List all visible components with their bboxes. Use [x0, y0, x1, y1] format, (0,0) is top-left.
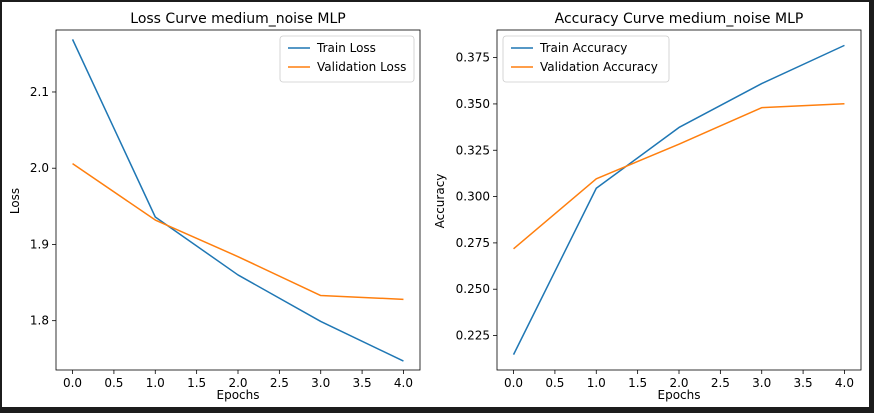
- accuracy-ytick-label: 0.325: [456, 143, 490, 157]
- loss-series-line-1: [72, 163, 404, 301]
- accuracy-ytick-label: 0.300: [456, 190, 490, 204]
- accuracy-xtick-label: 1.0: [587, 376, 606, 390]
- accuracy-xtick-label: 1.5: [628, 376, 647, 390]
- accuracy-xtick-label: 3.0: [752, 376, 771, 390]
- loss-ytick-label: 2.0: [30, 161, 49, 175]
- accuracy-chart-title: Accuracy Curve medium_noise MLP: [555, 11, 804, 27]
- accuracy-chart-xlabel: Epochs: [658, 388, 701, 402]
- accuracy-ytick-label: 0.350: [456, 97, 490, 111]
- accuracy-series-line-1: [513, 102, 845, 250]
- accuracy-chart-series: [512, 44, 845, 355]
- accuracy-series-line-0: [512, 44, 845, 355]
- loss-xtick-label: 3.0: [311, 376, 330, 390]
- loss-xtick-label: 0.0: [63, 376, 82, 390]
- loss-ytick-label: 2.1: [30, 85, 49, 99]
- loss-chart-ylabel: Loss: [8, 188, 22, 214]
- accuracy-chart: Accuracy Curve medium_noise MLP Epochs A…: [433, 11, 862, 402]
- loss-chart-title: Loss Curve medium_noise MLP: [130, 11, 345, 27]
- accuracy-chart-ticks: 0.0 0.5 1.0 1.5 2.0 2.5 3.0 3.5 4.0 0.225 0.250 0.2…: [456, 51, 854, 390]
- loss-series-line-0: [71, 39, 404, 362]
- loss-xtick-label: 4.0: [394, 376, 413, 390]
- loss-chart: Loss Curve medium_noise MLP Epochs Loss …: [8, 11, 421, 402]
- loss-xtick-label: 0.5: [104, 376, 123, 390]
- loss-legend-box: [279, 35, 415, 83]
- loss-xtick-label: 2.0: [228, 376, 247, 390]
- accuracy-legend-label-1: Validation Accuracy: [540, 60, 658, 74]
- loss-xtick-label: 3.5: [353, 376, 372, 390]
- accuracy-ytick-label: 0.225: [456, 329, 490, 343]
- loss-legend-label-1: Validation Loss: [317, 60, 406, 74]
- accuracy-xtick-label: 2.0: [669, 376, 688, 390]
- accuracy-xtick-label: 3.5: [794, 376, 813, 390]
- accuracy-chart-ylabel: Accuracy: [433, 174, 447, 229]
- loss-legend-label-0: Train Loss: [316, 41, 376, 55]
- figure-canvas: Loss Curve medium_noise MLP Epochs Loss …: [8, 11, 862, 402]
- loss-chart-legend: Train Loss Validation Loss: [279, 35, 415, 83]
- loss-chart-series: [71, 39, 404, 362]
- accuracy-ytick-label: 0.375: [456, 51, 490, 65]
- accuracy-xtick-label: 0.5: [545, 376, 564, 390]
- accuracy-chart-legend: Train Accuracy Validation Accuracy: [502, 35, 670, 83]
- accuracy-xtick-label: 2.5: [711, 376, 730, 390]
- loss-xtick-label: 2.5: [270, 376, 289, 390]
- accuracy-ytick-label: 0.275: [456, 236, 490, 250]
- loss-chart-plot-area: [55, 29, 421, 371]
- loss-xtick-label: 1.0: [146, 376, 165, 390]
- accuracy-chart-plot-area: [496, 29, 862, 371]
- accuracy-xtick-label: 4.0: [835, 376, 854, 390]
- accuracy-ytick-label: 0.250: [456, 282, 490, 296]
- accuracy-legend-box: [502, 35, 670, 83]
- loss-chart-xlabel: Epochs: [217, 388, 260, 402]
- loss-ytick-label: 1.8: [30, 314, 49, 328]
- loss-ytick-label: 1.9: [30, 237, 49, 251]
- loss-xtick-label: 1.5: [187, 376, 206, 390]
- accuracy-xtick-label: 0.0: [504, 376, 523, 390]
- accuracy-legend-label-0: Train Accuracy: [539, 41, 627, 55]
- loss-chart-ticks: 0.0 0.5 1.0 1.5 2.0 2.5 3.0 3.5 4.0 1.8 1.9 2.0 2.1: [30, 85, 413, 390]
- figure: Loss Curve medium_noise MLP Epochs Loss …: [2, 2, 869, 407]
